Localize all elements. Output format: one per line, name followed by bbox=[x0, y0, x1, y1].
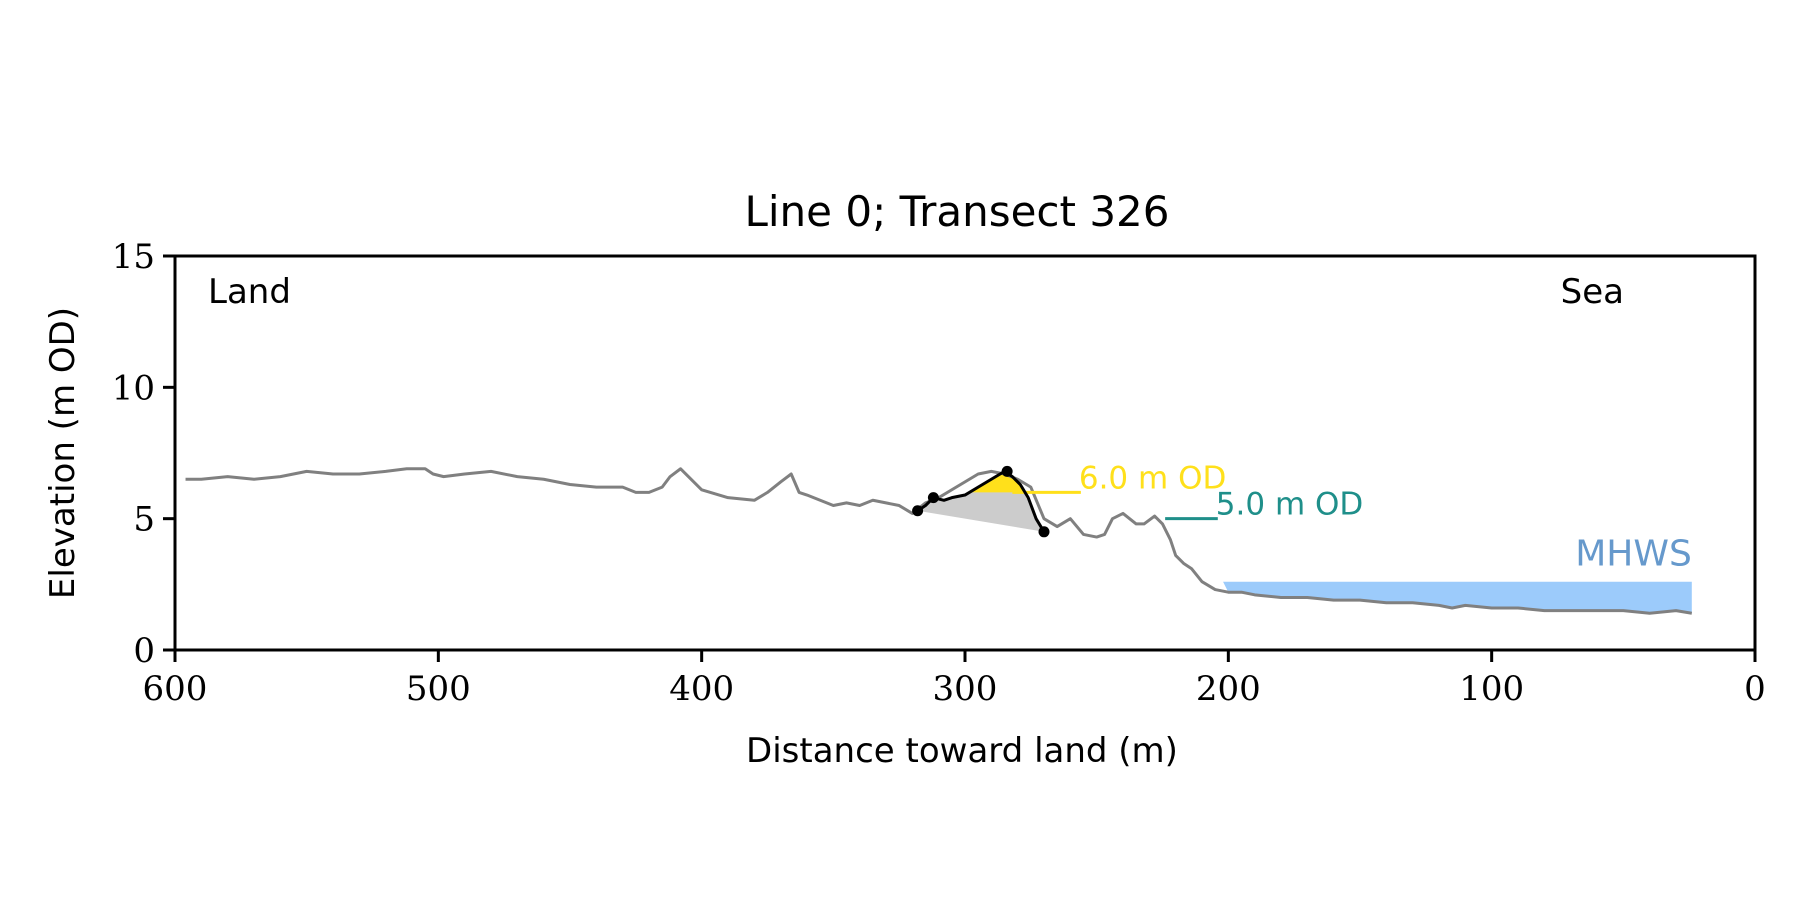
mhws-area bbox=[1223, 581, 1692, 614]
corner-label-sea: Sea bbox=[1561, 272, 1624, 312]
x-tick-label: 500 bbox=[406, 669, 471, 709]
mhws-label: MHWS bbox=[1575, 534, 1692, 575]
chart-title: Line 0; Transect 326 bbox=[744, 187, 1169, 236]
corner-label-land: Land bbox=[208, 272, 291, 312]
od-5-label: 5.0 m OD bbox=[1216, 487, 1363, 523]
x-tick-label: 600 bbox=[143, 669, 208, 709]
y-tick-label: 0 bbox=[133, 631, 155, 671]
od-6-label: 6.0 m OD bbox=[1079, 460, 1226, 496]
x-axis: 600 500 400 300 200 100 0 bbox=[143, 650, 1766, 709]
y-tick-label: 5 bbox=[133, 500, 155, 540]
x-axis-label: Distance toward land (m) bbox=[746, 731, 1178, 771]
x-tick-label: 0 bbox=[1744, 669, 1766, 709]
x-tick-label: 300 bbox=[933, 669, 998, 709]
y-axis: 0 5 10 15 bbox=[112, 237, 175, 671]
profile-line bbox=[185, 467, 1693, 615]
y-tick-label: 15 bbox=[112, 237, 155, 277]
dune-point bbox=[927, 492, 939, 504]
x-tick-label: 400 bbox=[669, 669, 734, 709]
x-tick-label: 100 bbox=[1459, 669, 1524, 709]
plot-area: 6.0 m OD5.0 m OD MHWS bbox=[185, 460, 1693, 615]
x-tick-label: 200 bbox=[1196, 669, 1261, 709]
y-axis-label: Elevation (m OD) bbox=[43, 307, 83, 599]
dune-point bbox=[912, 505, 924, 517]
dune-point bbox=[1001, 465, 1013, 477]
dune-point bbox=[1038, 526, 1050, 538]
y-tick-label: 10 bbox=[112, 368, 155, 408]
